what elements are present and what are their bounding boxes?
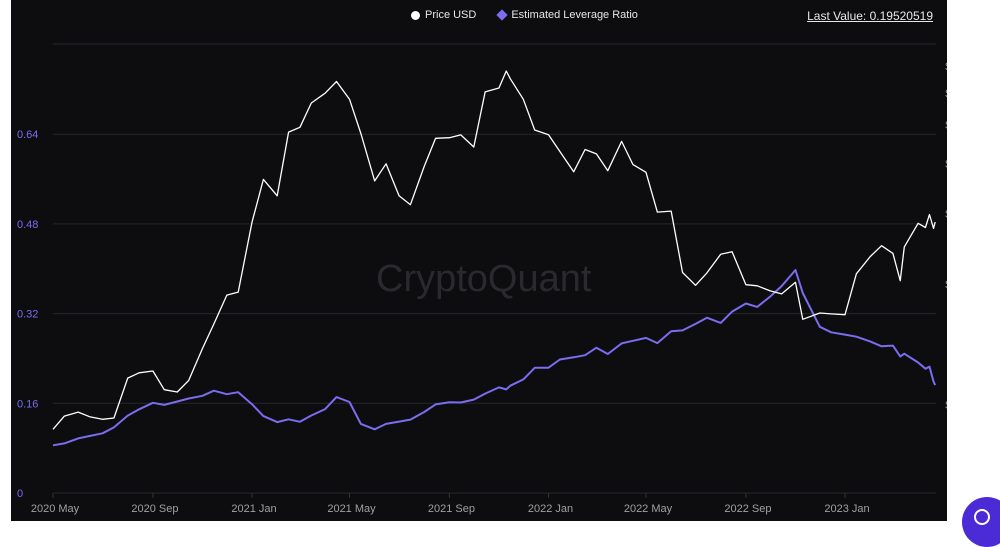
x-tick-label: 2022 Jan (528, 503, 573, 515)
chat-icon (974, 509, 990, 525)
x-tick-label: 2022 May (624, 503, 673, 515)
watermark: CryptoQuant (376, 258, 592, 300)
right-tick-label: $10K (945, 399, 947, 411)
left-tick-label: 0.16 (17, 398, 38, 410)
x-tick-label: 2020 May (31, 503, 80, 515)
chat-button[interactable] (962, 497, 1000, 547)
circle-icon (411, 10, 420, 20)
left-tick-label: 0 (17, 488, 23, 500)
x-tick-label: 2021 May (327, 503, 376, 515)
right-tick-label: $70K (945, 61, 947, 73)
chart-panel: CryptoQuant 0 0.16 0.32 0.48 0.64 $70K $60K $50… (11, 0, 947, 521)
right-tick-label: $40K (945, 158, 947, 170)
leverage-line (52, 269, 937, 447)
legend-price[interactable]: Price USD (411, 9, 476, 21)
right-tick-label: $50K (945, 120, 947, 132)
legend-price-label: Price USD (425, 9, 477, 21)
legend: Price USD Estimated Leverage Ratio (411, 9, 638, 21)
x-tick-label: 2022 Sep (724, 503, 771, 515)
x-tick-label: 2021 Sep (428, 503, 475, 515)
left-tick-label: 0.64 (17, 129, 38, 141)
left-tick-label: 0.48 (17, 219, 38, 231)
price-line (52, 70, 936, 430)
left-tick-label: 0.32 (17, 309, 38, 321)
right-tick-label: $20K (945, 279, 947, 291)
x-tick-label: 2023 Jan (824, 503, 869, 515)
x-tick-label: 2020 Sep (131, 503, 178, 515)
diamond-icon (496, 9, 509, 21)
chart-svg: 0 0.16 0.32 0.48 0.64 $70K $60K $50K $40K $30K $20… (17, 43, 947, 515)
right-tick-label: $30K (945, 208, 947, 220)
last-value-link[interactable]: Last Value: 0.19520519 (807, 9, 933, 23)
x-tick-label: 2021 Jan (231, 503, 276, 515)
legend-leverage[interactable]: Estimated Leverage Ratio (496, 9, 638, 21)
legend-leverage-label: Estimated Leverage Ratio (511, 9, 638, 21)
right-tick-label: $60K (945, 88, 947, 100)
